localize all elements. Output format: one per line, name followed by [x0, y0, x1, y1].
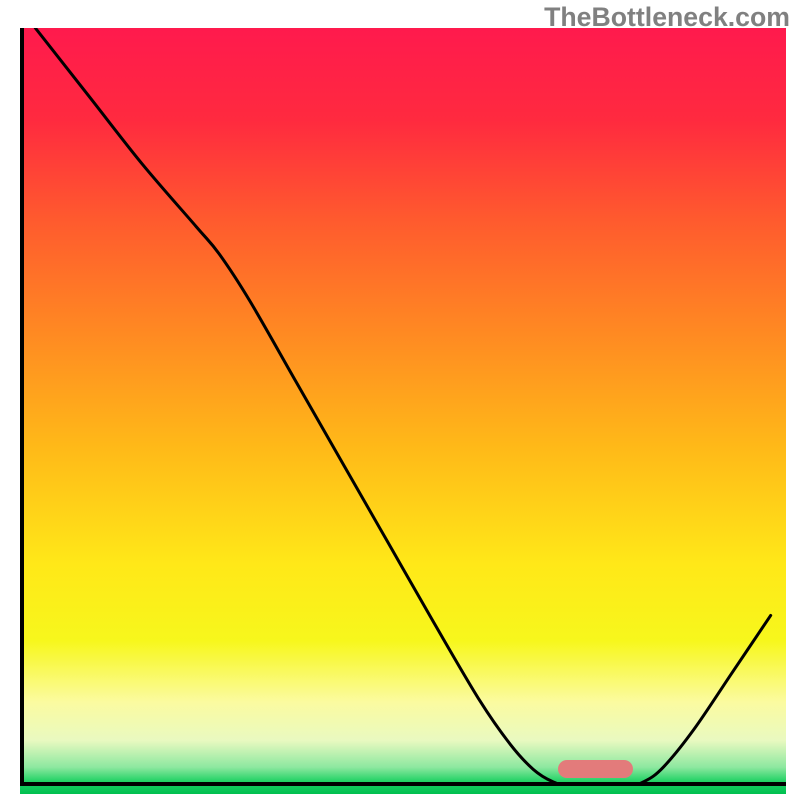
x-axis [20, 782, 786, 786]
curve-line [20, 28, 786, 786]
chart-container: { "watermark": { "text": "TheBottleneck.… [0, 0, 800, 800]
y-axis [20, 28, 24, 786]
watermark-text: TheBottleneck.com [544, 2, 790, 33]
plot-area [20, 28, 786, 786]
